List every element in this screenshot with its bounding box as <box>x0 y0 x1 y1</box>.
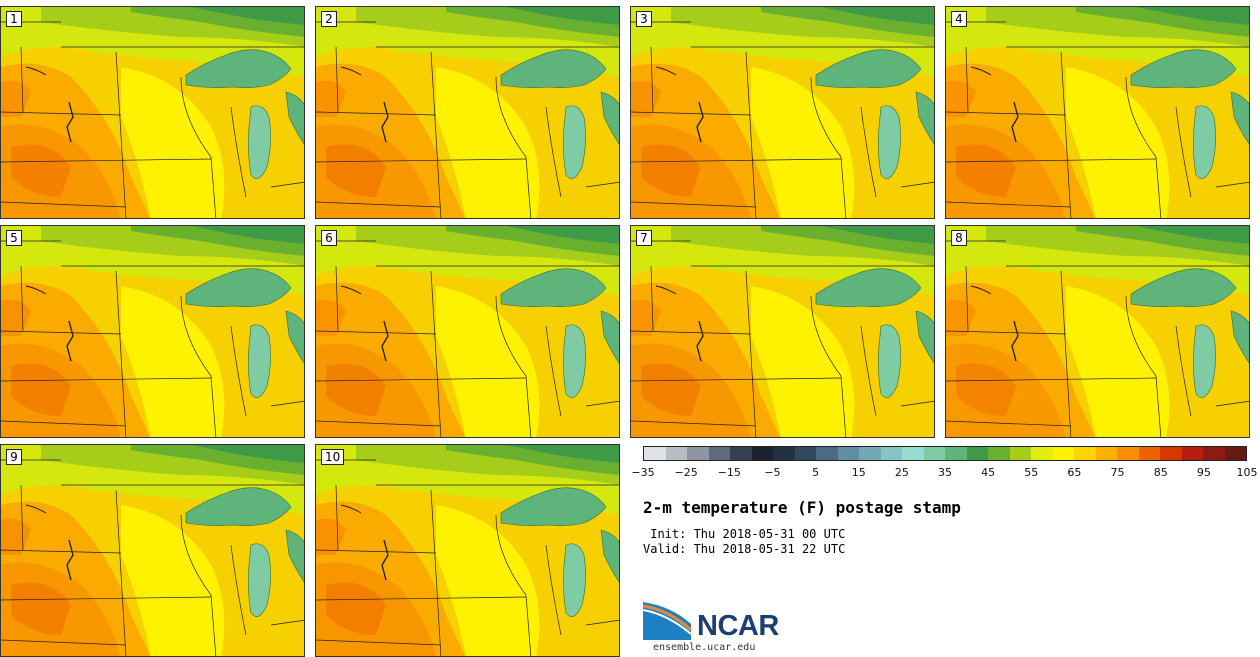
colorbar-segment <box>1052 447 1074 460</box>
panel-label: 1 <box>6 11 22 27</box>
colorbar-tick: 5 <box>812 466 820 479</box>
colorbar-tick: 15 <box>851 466 866 479</box>
panel-label: 2 <box>321 11 337 27</box>
colorbar-tick: −15 <box>717 466 741 479</box>
temperature-colorbar <box>643 446 1247 461</box>
map-panel-5: 5 <box>0 225 305 438</box>
colorbar-segment <box>880 447 902 460</box>
temperature-map <box>946 7 1249 218</box>
panel-label: 3 <box>636 11 652 27</box>
map-panel-4: 4 <box>945 6 1250 219</box>
panel-label: 10 <box>321 449 345 465</box>
map-panel-9: 9 <box>0 444 305 657</box>
colorbar-tick: 45 <box>981 466 996 479</box>
temperature-map <box>316 226 619 437</box>
colorbar-tick: −25 <box>674 466 698 479</box>
colorbar-segment <box>1117 447 1139 460</box>
colorbar-tick: 75 <box>1110 466 1125 479</box>
colorbar-segment <box>902 447 924 460</box>
panel-label: 6 <box>321 230 337 246</box>
colorbar-tick: 25 <box>894 466 909 479</box>
colorbar-tick-labels: −35−25−15−55152535455565758595105115 <box>631 466 1257 480</box>
colorbar-segment <box>859 447 881 460</box>
init-time: Init: Thu 2018-05-31 00 UTC <box>643 527 846 541</box>
colorbar-tick: −5 <box>764 466 781 479</box>
colorbar-tick: 55 <box>1024 466 1039 479</box>
panel-label: 5 <box>6 230 22 246</box>
logo-url: ensemble.ucar.edu <box>653 642 756 653</box>
temperature-map <box>316 7 619 218</box>
colorbar-tick: 35 <box>938 466 952 479</box>
temperature-map <box>1 445 304 656</box>
map-panel-10: 10 <box>315 444 620 657</box>
temperature-map <box>1 226 304 437</box>
colorbar-segment <box>708 447 730 460</box>
colorbar-tick: 85 <box>1153 466 1168 479</box>
ncar-logo <box>643 602 693 640</box>
map-panel-1: 1 <box>0 6 305 219</box>
colorbar-segment <box>1009 447 1031 460</box>
colorbar-tick: 95 <box>1196 466 1211 479</box>
colorbar-segment <box>773 447 795 460</box>
temperature-map <box>631 226 934 437</box>
panel-label: 8 <box>951 230 967 246</box>
colorbar-segment <box>1160 447 1182 460</box>
colorbar-segment <box>1203 447 1225 460</box>
temperature-map <box>316 445 619 656</box>
colorbar-segment <box>945 447 967 460</box>
colorbar-segment <box>988 447 1010 460</box>
colorbar-segment <box>1224 447 1246 460</box>
colorbar-segment <box>794 447 816 460</box>
colorbar-segment <box>1074 447 1096 460</box>
colorbar-tick: −35 <box>631 466 655 479</box>
temperature-map <box>946 226 1249 437</box>
colorbar-segment <box>837 447 859 460</box>
colorbar-segment <box>1031 447 1053 460</box>
colorbar-tick: 105 <box>1236 466 1258 479</box>
map-panel-3: 3 <box>630 6 935 219</box>
panel-label: 4 <box>951 11 967 27</box>
map-panel-6: 6 <box>315 225 620 438</box>
colorbar-segment <box>644 447 666 460</box>
map-panel-2: 2 <box>315 6 620 219</box>
figure-title: 2-m temperature (F) postage stamp <box>643 498 961 517</box>
panel-label: 7 <box>636 230 652 246</box>
colorbar-segment <box>1181 447 1203 460</box>
map-panel-7: 7 <box>630 225 935 438</box>
colorbar-segment <box>730 447 752 460</box>
panel-label: 9 <box>6 449 22 465</box>
ncar-logo-text: NCAR <box>697 610 779 642</box>
colorbar-segment <box>966 447 988 460</box>
colorbar-segment <box>751 447 773 460</box>
valid-time: Valid: Thu 2018-05-31 22 UTC <box>643 542 846 556</box>
temperature-map <box>1 7 304 218</box>
colorbar-segment <box>923 447 945 460</box>
colorbar-segment <box>665 447 687 460</box>
colorbar-segment <box>687 447 709 460</box>
colorbar-segment <box>1138 447 1160 460</box>
colorbar-tick: 65 <box>1067 466 1082 479</box>
temperature-map <box>631 7 934 218</box>
map-panel-8: 8 <box>945 225 1250 438</box>
colorbar-segment <box>1095 447 1117 460</box>
colorbar-segment <box>816 447 838 460</box>
